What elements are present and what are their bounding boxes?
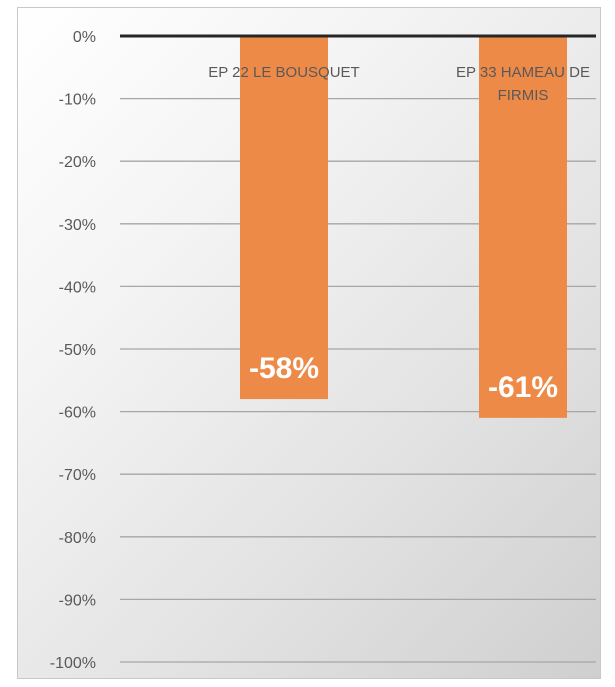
y-tick-label: -40%: [59, 279, 96, 296]
y-tick-label: -100%: [50, 655, 96, 672]
x-axis-categories: EP 22 LE BOUSQUET EP 33 HAMEAU DE FIRMIS: [208, 64, 590, 104]
category-label: EP 22 LE BOUSQUET: [208, 64, 359, 81]
y-axis: 0% -10% -20% -30% -40% -50% -60% -70% -80% -90% -1…: [50, 29, 596, 672]
category-label: EP 33 HAMEAU DE: [456, 64, 590, 81]
y-tick-label: -60%: [59, 405, 96, 422]
y-tick-label: 0%: [73, 29, 96, 46]
y-tick-label: -10%: [59, 92, 96, 109]
bar: [479, 36, 567, 418]
data-labels: -58% -61%: [249, 352, 558, 404]
y-tick-label: -70%: [59, 467, 96, 484]
y-tick-label: -80%: [59, 530, 96, 547]
category-label: FIRMIS: [498, 87, 549, 104]
y-tick-label: -30%: [59, 217, 96, 234]
bars: [240, 36, 567, 418]
y-tick-label: -20%: [59, 154, 96, 171]
bar: [240, 36, 328, 400]
data-label: -58%: [249, 352, 319, 385]
y-tick-label: -50%: [59, 342, 96, 359]
y-tick-label: -90%: [59, 592, 96, 609]
data-label: -61%: [488, 371, 558, 404]
